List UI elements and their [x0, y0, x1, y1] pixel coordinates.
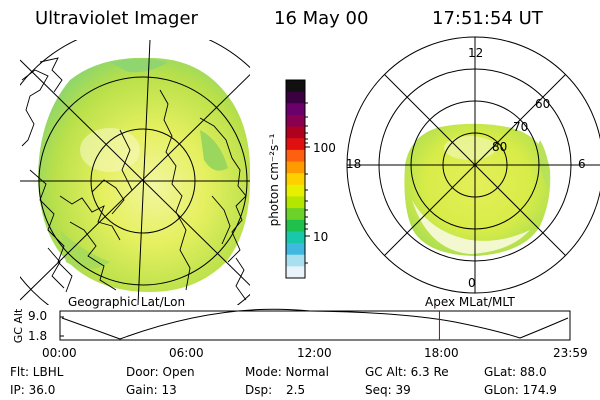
date-label: 16 May 00	[274, 8, 369, 29]
apex-caption: Apex MLat/MLT	[425, 295, 515, 309]
auroral-image-right	[404, 123, 551, 256]
apex-polar-map	[346, 36, 600, 294]
geographic-map	[20, 40, 250, 305]
colorbar-cell	[286, 126, 305, 139]
mlt-label-18: 18	[346, 157, 362, 171]
colorbar-cell	[286, 266, 305, 279]
colorbar-cell	[286, 103, 305, 116]
info-seq: Seq: 39	[365, 383, 411, 397]
info-glon: GLon: 174.9	[484, 383, 557, 397]
colorbar-cell	[286, 80, 305, 93]
colorbar-cell	[286, 173, 305, 186]
instrument-title: Ultraviolet Imager	[35, 8, 198, 29]
alt-xtick-1800: 18:00	[424, 346, 459, 360]
lat-label-70: 70	[513, 120, 529, 134]
info-glat: GLat: 88.0	[484, 365, 547, 379]
alt-ytick-9: 9.0	[28, 309, 48, 323]
colorbar-tick-10: 10	[313, 230, 329, 244]
colorbar-cell	[286, 149, 305, 163]
intensity-colorbar	[285, 79, 310, 279]
alt-xtick-0600: 06:00	[169, 346, 204, 360]
info-gain: Gain: 13	[126, 383, 177, 397]
info-door: Door: Open	[126, 365, 195, 379]
colorbar-unit-label: photon cm⁻²s⁻¹	[267, 133, 281, 226]
colorbar-cell	[286, 208, 305, 221]
colorbar-cell	[286, 231, 305, 244]
info-dsp-value: 2.5	[286, 383, 306, 397]
info-gc-alt: GC Alt: 6.3 Re	[365, 365, 449, 379]
colorbar-cell	[286, 219, 305, 232]
lat-label-60: 60	[535, 97, 551, 111]
mlt-label-0: 0	[468, 276, 476, 290]
lat-label-80: 80	[492, 140, 508, 154]
info-mode: Mode: Normal	[245, 365, 329, 379]
colorbar-cell	[286, 114, 305, 128]
alt-xtick-0000: 00:00	[42, 346, 77, 360]
time-label: 17:51:54 UT	[432, 8, 543, 29]
info-filter: Flt: LBHL	[10, 365, 64, 379]
alt-xtick-2359: 23:59	[553, 346, 588, 360]
altitude-ylabel: GC Alt	[12, 308, 25, 343]
info-ip: IP: 36.0	[10, 383, 56, 397]
alt-xtick-1200: 12:00	[297, 346, 332, 360]
colorbar-cell	[286, 91, 305, 104]
geographic-caption: Geographic Lat/Lon	[68, 295, 186, 309]
altitude-curve	[61, 308, 569, 340]
colorbar-cell	[286, 243, 305, 256]
mlt-label-12: 12	[468, 46, 484, 60]
mlt-label-6: 6	[578, 157, 586, 171]
colorbar-cell	[286, 254, 305, 267]
alt-ytick-1.8: 1.8	[28, 329, 48, 343]
colorbar-cell	[286, 184, 305, 197]
colorbar-cell	[286, 196, 305, 209]
colorbar-cell	[286, 161, 305, 174]
colorbar-cell	[286, 138, 305, 151]
altitude-plot	[59, 308, 571, 341]
info-dsp-label: Dsp:	[245, 383, 273, 397]
colorbar-tick-100: 100	[313, 141, 336, 155]
